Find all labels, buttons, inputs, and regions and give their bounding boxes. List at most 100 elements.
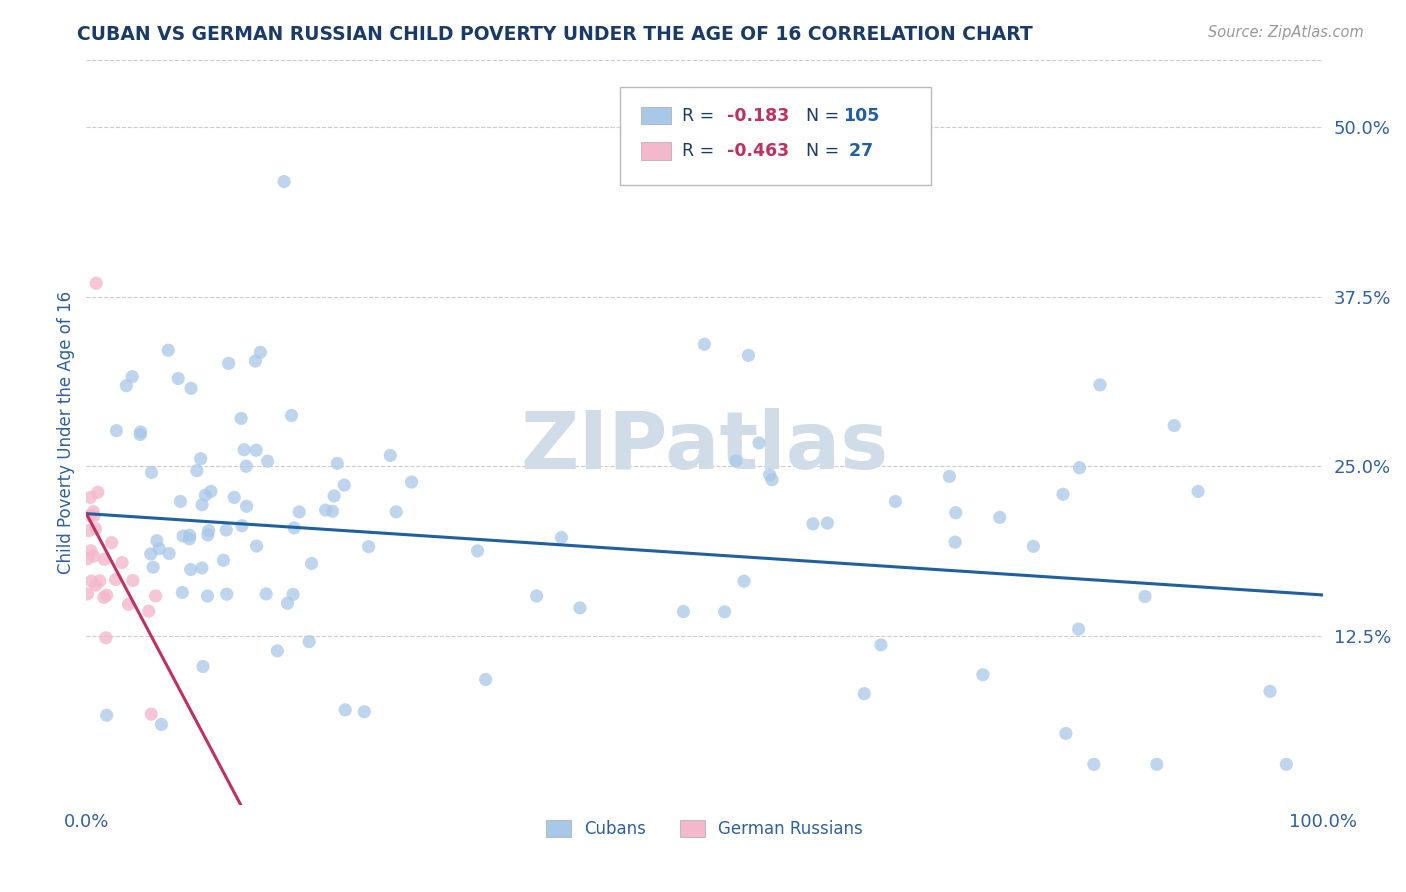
Point [748,436,770,450]
Point [333,478,356,492]
Point [117,598,139,612]
Point [326,457,349,471]
Point [235,459,257,474]
Point [467,544,489,558]
Point [83,508,105,523]
Point [1067,622,1090,636]
Point [80,543,103,558]
Point [180,562,202,576]
Point [321,504,343,518]
Point [401,475,423,489]
Point [79,491,101,505]
Point [1088,377,1111,392]
Point [215,523,238,537]
Point [96,708,118,723]
Point [76,551,98,566]
Point [1258,684,1281,698]
Point [197,589,219,603]
Point [84,578,107,592]
Point [105,424,128,438]
Point [1146,757,1168,772]
Point [212,553,235,567]
Point [1133,590,1156,604]
Point [157,343,180,358]
Point [224,491,246,505]
Text: Source: ZipAtlas.com: Source: ZipAtlas.com [1208,25,1364,40]
Point [121,369,143,384]
Point [245,443,267,458]
Point [190,451,212,466]
Point [737,348,759,362]
FancyBboxPatch shape [620,87,931,185]
Point [283,521,305,535]
Point [93,591,115,605]
Point [148,541,170,556]
Point [172,529,194,543]
Point [197,528,219,542]
Point [945,506,967,520]
Point [80,574,103,588]
Point [94,631,117,645]
Point [672,605,695,619]
Text: R =: R = [682,143,720,161]
Point [231,411,253,425]
Point [146,533,169,548]
Point [266,644,288,658]
Point [249,345,271,359]
Point [526,589,548,603]
Point [815,516,838,530]
Point [245,354,267,368]
Point [179,532,201,546]
Point [988,510,1011,524]
Point [1022,539,1045,553]
Point [150,717,173,731]
Point [129,427,152,442]
Point [138,604,160,618]
Text: CUBAN VS GERMAN RUSSIAN CHILD POVERTY UNDER THE AGE OF 16 CORRELATION CHART: CUBAN VS GERMAN RUSSIAN CHILD POVERTY UN… [77,25,1033,44]
Point [129,425,152,439]
Point [277,596,299,610]
Point [76,587,98,601]
Point [180,381,202,395]
Point [801,516,824,531]
Point [79,508,101,523]
Point [1083,757,1105,772]
Y-axis label: Child Poverty Under the Age of 16: Child Poverty Under the Age of 16 [58,291,75,574]
Point [280,409,302,423]
Point [215,587,238,601]
Point [938,469,960,483]
Point [87,485,110,500]
Point [82,505,104,519]
Point [357,540,380,554]
Point [1187,484,1209,499]
Text: N =: N = [806,143,839,161]
Legend: Cubans, German Russians: Cubans, German Russians [540,814,869,845]
Point [724,454,747,468]
Point [943,535,966,549]
Point [186,464,208,478]
Point [83,549,105,563]
Point [385,505,408,519]
Point [167,371,190,385]
Point [568,601,591,615]
Point [200,484,222,499]
Text: -0.183: -0.183 [727,106,789,125]
Point [142,560,165,574]
Point [141,466,163,480]
Point [115,378,138,392]
Text: 105: 105 [842,106,879,125]
Point [233,442,256,457]
Text: N =: N = [806,106,839,125]
Point [273,175,295,189]
Point [758,467,780,482]
Point [179,528,201,542]
Point [145,589,167,603]
Point [191,561,214,575]
Point [194,488,217,502]
Point [245,539,267,553]
Point [301,557,323,571]
Point [157,547,180,561]
Point [761,473,783,487]
Text: ZIPatlas: ZIPatlas [520,409,889,486]
Point [1069,460,1091,475]
